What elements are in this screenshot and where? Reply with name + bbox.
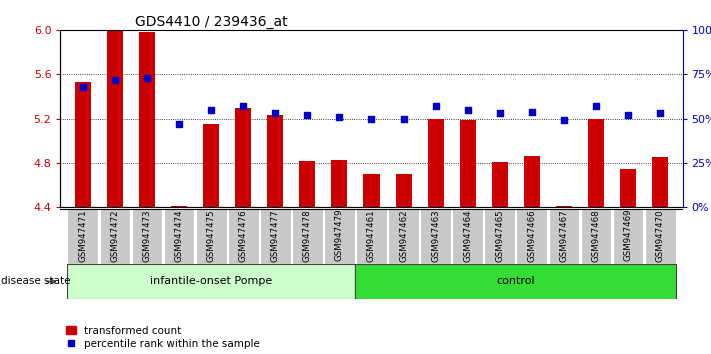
Bar bbox=[267, 115, 283, 207]
Bar bbox=[581, 209, 611, 264]
Text: GSM947474: GSM947474 bbox=[175, 209, 183, 262]
Bar bbox=[100, 209, 130, 264]
Text: GSM947461: GSM947461 bbox=[367, 209, 376, 262]
Bar bbox=[395, 174, 412, 207]
Legend: transformed count, percentile rank within the sample: transformed count, percentile rank withi… bbox=[65, 326, 260, 349]
Text: GSM947479: GSM947479 bbox=[335, 209, 344, 262]
Bar bbox=[427, 119, 444, 207]
Text: GSM947465: GSM947465 bbox=[496, 209, 504, 262]
Text: control: control bbox=[496, 276, 535, 286]
Bar bbox=[235, 108, 251, 207]
Bar bbox=[203, 124, 219, 207]
Bar bbox=[292, 209, 323, 264]
Text: GSM947473: GSM947473 bbox=[142, 209, 151, 262]
Bar bbox=[67, 264, 356, 299]
Text: GSM947478: GSM947478 bbox=[303, 209, 312, 262]
Point bbox=[494, 110, 506, 116]
Bar bbox=[484, 209, 515, 264]
Bar bbox=[620, 170, 636, 207]
Bar bbox=[299, 161, 316, 207]
Bar bbox=[645, 209, 675, 264]
Bar bbox=[331, 160, 348, 207]
Bar bbox=[260, 209, 291, 264]
Text: GSM947471: GSM947471 bbox=[78, 209, 87, 262]
Point bbox=[462, 107, 474, 113]
Text: GSM947475: GSM947475 bbox=[207, 209, 215, 262]
Bar bbox=[556, 206, 572, 207]
Text: GSM947470: GSM947470 bbox=[656, 209, 665, 262]
Text: GSM947466: GSM947466 bbox=[528, 209, 536, 262]
Point bbox=[365, 116, 377, 121]
Bar bbox=[588, 119, 604, 207]
Text: infantile-onset Pompe: infantile-onset Pompe bbox=[150, 276, 272, 286]
Bar bbox=[652, 157, 668, 207]
Bar bbox=[75, 82, 91, 207]
Text: GSM947463: GSM947463 bbox=[431, 209, 440, 262]
Text: GSM947469: GSM947469 bbox=[624, 209, 633, 262]
Point bbox=[622, 112, 634, 118]
Point bbox=[77, 84, 89, 90]
Bar bbox=[460, 120, 476, 207]
Bar bbox=[420, 209, 451, 264]
Bar bbox=[324, 209, 355, 264]
Bar bbox=[516, 209, 547, 264]
Point bbox=[590, 103, 602, 109]
Bar bbox=[228, 209, 259, 264]
Text: disease state: disease state bbox=[1, 276, 70, 286]
Bar bbox=[452, 209, 483, 264]
Point bbox=[301, 112, 313, 118]
Bar bbox=[171, 206, 187, 207]
Bar bbox=[132, 209, 162, 264]
Bar bbox=[139, 32, 155, 207]
Bar bbox=[363, 174, 380, 207]
Point bbox=[430, 103, 442, 109]
Bar bbox=[196, 209, 227, 264]
Bar bbox=[524, 156, 540, 207]
Bar bbox=[107, 30, 123, 207]
Point bbox=[109, 77, 121, 82]
Point bbox=[333, 114, 345, 120]
Text: GSM947462: GSM947462 bbox=[399, 209, 408, 262]
Point bbox=[205, 107, 217, 113]
Text: GSM947472: GSM947472 bbox=[110, 209, 119, 262]
Text: GDS4410 / 239436_at: GDS4410 / 239436_at bbox=[135, 15, 288, 29]
Bar bbox=[356, 264, 676, 299]
Point bbox=[237, 103, 249, 109]
Text: GSM947467: GSM947467 bbox=[560, 209, 568, 262]
Bar bbox=[356, 209, 387, 264]
Point bbox=[398, 116, 410, 121]
Bar bbox=[388, 209, 419, 264]
Point bbox=[269, 110, 281, 116]
Bar bbox=[164, 209, 195, 264]
Text: GSM947468: GSM947468 bbox=[592, 209, 601, 262]
Point bbox=[526, 109, 538, 114]
Point bbox=[558, 118, 570, 123]
Point bbox=[654, 110, 665, 116]
Text: GSM947476: GSM947476 bbox=[239, 209, 247, 262]
Bar bbox=[548, 209, 579, 264]
Bar bbox=[492, 162, 508, 207]
Text: GSM947477: GSM947477 bbox=[271, 209, 280, 262]
Text: GSM947464: GSM947464 bbox=[463, 209, 472, 262]
Point bbox=[173, 121, 185, 127]
Point bbox=[141, 75, 153, 81]
Bar bbox=[613, 209, 643, 264]
Bar bbox=[68, 209, 98, 264]
